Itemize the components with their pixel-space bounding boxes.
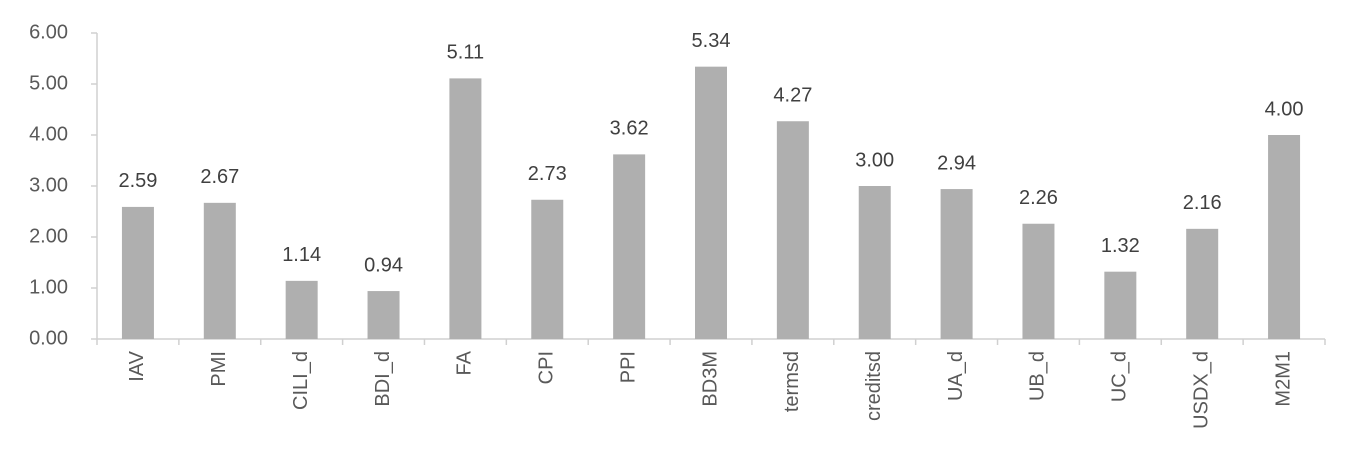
- y-tick-label: 6.00: [29, 21, 68, 43]
- value-label: 5.34: [692, 30, 731, 52]
- value-label: 2.26: [1019, 187, 1058, 209]
- value-label: 1.32: [1101, 235, 1140, 257]
- bar: [858, 186, 891, 339]
- x-tick-label: BDI_d: [372, 351, 394, 407]
- value-label: 2.67: [200, 166, 239, 188]
- value-label: 2.16: [1183, 192, 1222, 214]
- bar: [1186, 228, 1219, 339]
- x-tick-label: termsd: [781, 351, 803, 412]
- value-label: 3.62: [610, 118, 649, 140]
- y-tick-label: 5.00: [29, 72, 68, 94]
- bar: [285, 280, 318, 339]
- y-tick-label: 0.00: [29, 327, 68, 349]
- bar: [531, 199, 564, 339]
- x-tick-label: UC_d: [1109, 351, 1131, 402]
- bar: [203, 202, 236, 339]
- value-label: 4.00: [1265, 98, 1304, 120]
- x-tick-label: USDX_d: [1190, 351, 1212, 429]
- value-label: 4.27: [773, 85, 812, 107]
- x-tick-label: M2M1: [1272, 351, 1294, 407]
- bar: [776, 121, 809, 339]
- x-tick-label: UA_d: [945, 351, 967, 401]
- bar: [1104, 271, 1137, 339]
- bar: [613, 154, 646, 339]
- x-tick-label: UB_d: [1027, 351, 1049, 401]
- bar: [695, 66, 727, 339]
- x-tick-label: creditsd: [863, 351, 885, 421]
- bar: [940, 189, 973, 339]
- x-tick-label: PPI: [617, 351, 639, 383]
- x-tick-label: PMI: [208, 351, 230, 387]
- value-label: 5.11: [447, 42, 484, 64]
- y-tick-label: 4.00: [29, 123, 68, 145]
- y-tick-label: 2.00: [29, 225, 68, 247]
- y-tick-label: 1.00: [29, 276, 68, 298]
- bar: [1268, 135, 1301, 339]
- x-tick-label: BD3M: [699, 351, 721, 407]
- bar: [121, 206, 154, 339]
- bar: [1022, 223, 1055, 339]
- value-label: 2.59: [118, 170, 157, 192]
- value-label: 1.14: [282, 244, 321, 266]
- x-tick-label: CPI: [536, 351, 558, 384]
- value-label: 2.94: [937, 152, 976, 174]
- x-tick-label: IAV: [126, 350, 148, 381]
- value-label: 2.73: [528, 163, 567, 185]
- value-label: 3.00: [855, 149, 894, 171]
- x-tick-label: CILI_d: [290, 351, 312, 410]
- value-label: 0.94: [364, 254, 403, 276]
- y-tick-label: 3.00: [29, 174, 68, 196]
- x-tick-label: FA: [454, 350, 476, 375]
- bar: [449, 78, 482, 339]
- bar: [367, 291, 400, 339]
